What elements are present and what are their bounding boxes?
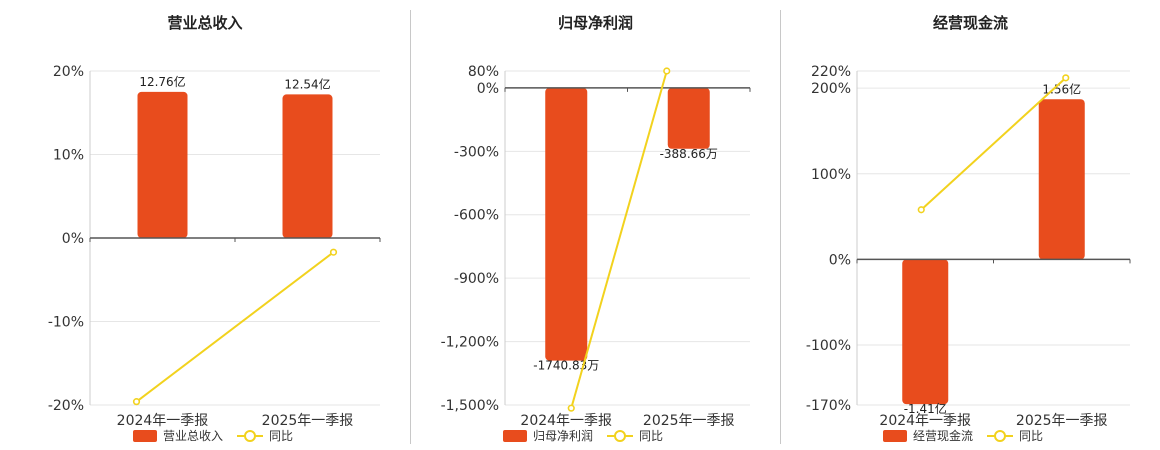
legend-label: 同比 [1019,429,1043,443]
legend-bar-swatch-icon [883,430,907,442]
y-tick-label: -1,500% [441,398,499,414]
chart-panel-revenue: 营业总收入 20% 10% 0% -10% -20% 12.76亿 12.54亿 2024年一… [0,0,410,450]
x-tick-label: 2024年一季报 [879,413,971,429]
bar [137,91,188,238]
x-tick-label: 2025年一季报 [643,413,735,429]
chart-svg: 20% 10% 0% -10% -20% 12.76亿 12.54亿 2024年一季报 2025… [48,64,381,443]
y-tick-label: 10% [53,148,84,164]
chart-svg: 220%200% 100% 0% -100% -170% -1.41亿 1.56亿 2024年… [806,64,1131,443]
chart-title: 经营现金流 [932,14,1008,32]
y-tick-label: -170% [806,398,851,414]
bar-data-label: -1740.83万 [533,359,599,373]
panel-divider [410,10,411,444]
y-tick-label: -10% [48,315,84,331]
y-tick-label: 100% [811,167,851,183]
legend-bar-swatch-icon [503,430,527,442]
y-tick-label: 0% [477,81,499,97]
bar [282,94,333,238]
x-tick-label: 2024年一季报 [520,413,612,429]
chart-title: 营业总收入 [167,14,243,32]
bar [545,87,588,361]
bar-data-label: -1.41亿 [904,401,947,416]
y-tick-label: -900% [454,271,499,287]
series-line-yoy [570,70,668,409]
y-tick-label: -20% [48,398,84,414]
line-point [567,404,575,412]
panel-divider [780,10,781,444]
legend-bar-swatch-icon [133,430,157,442]
y-tick-label: 80% [468,64,499,80]
x-tick-label: 2024年一季报 [117,413,209,429]
bar [667,87,710,149]
series-line-yoy [135,251,335,403]
legend-line-circle-icon [994,430,1006,442]
y-tick-label: -1,200% [441,335,499,351]
line-point [1062,74,1070,82]
series-line-yoy [920,77,1067,211]
bar-data-label: 12.54亿 [284,76,330,91]
bar-data-label: 12.76亿 [139,74,185,89]
y-tick-label: 0% [829,252,851,268]
x-tick-label: 2025年一季报 [1016,413,1108,429]
legend-label: 归母净利润 [533,429,593,443]
line-point [329,248,338,256]
legend-label: 经营现金流 [913,428,973,443]
y-tick-label: -300% [454,144,499,160]
y-tick-label: -600% [454,208,499,224]
bar [902,259,949,405]
chart-panel-cash-flow: 经营现金流 220% 200% 100% 0% -100% -170% -1.41亿 1.56… [781,0,1160,450]
line-point [663,67,671,75]
y-tick-label: 20% [53,64,84,80]
legend-line-circle-icon [614,430,626,442]
y-tick-label: 220% [811,64,851,80]
line-point [132,398,141,406]
x-tick-label: 2025年一季报 [262,413,354,429]
chart-panel-net-profit: 归母净利润 80% 0% -300% -600% -900% -1,200% -1,500%… [411,0,780,450]
legend-label: 同比 [639,429,663,443]
line-point [917,206,925,214]
bar-data-label: 1.56亿 [1042,81,1081,96]
bar-data-label: -388.66万 [660,147,718,161]
y-tick-label: 0% [62,231,84,247]
legend-label: 营业总收入 [163,429,223,443]
legend-label: 同比 [269,429,293,443]
chart-svg: 80%0% -300% -600% -900% -1,200% -1,500% -1740.… [441,64,751,443]
legend-line-circle-icon [244,430,256,442]
y-tick-label: 200% [811,81,851,97]
y-tick-label: -100% [806,338,851,354]
bar [1038,99,1085,260]
chart-title: 归母净利润 [557,14,633,32]
